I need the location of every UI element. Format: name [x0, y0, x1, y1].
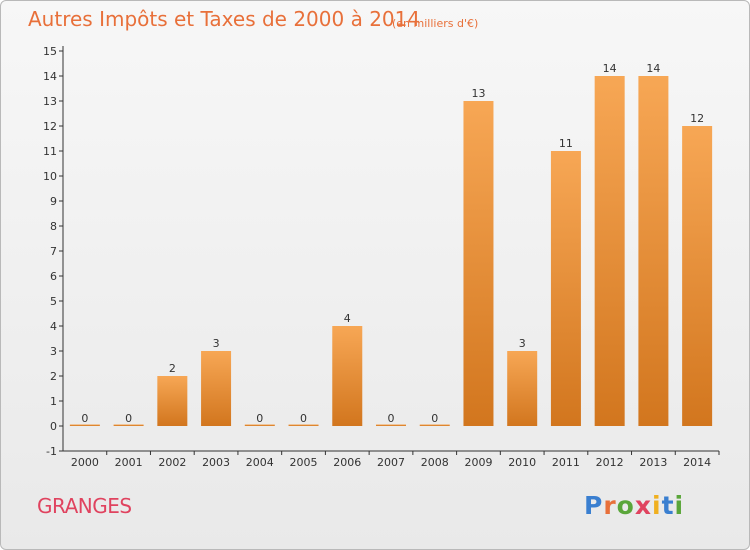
- x-tick-label: 2011: [552, 456, 580, 469]
- bar-2014: [682, 126, 713, 426]
- bar-2003: [201, 351, 232, 426]
- y-tick-label: 11: [43, 145, 57, 158]
- x-tick-label: 2005: [290, 456, 318, 469]
- bar-2006: [332, 326, 363, 426]
- bar-2010: [507, 351, 538, 426]
- y-tick-label: 1: [50, 395, 57, 408]
- bar-2011: [550, 151, 581, 426]
- x-tick-label: 2014: [683, 456, 711, 469]
- bar-2009: [463, 101, 494, 426]
- y-tick-label: 12: [43, 120, 57, 133]
- x-tick-label: 2012: [596, 456, 624, 469]
- y-tick-label: 7: [50, 245, 57, 258]
- data-label: 12: [690, 112, 704, 125]
- bar-2000: [69, 424, 100, 426]
- y-tick-label: 5: [50, 295, 57, 308]
- data-label: 11: [559, 137, 573, 150]
- chart-title: Autres Impôts et Taxes de 2000 à 2014: [28, 7, 421, 31]
- y-tick-label: 9: [50, 195, 57, 208]
- y-tick-label: 3: [50, 345, 57, 358]
- x-tick-label: 2008: [421, 456, 449, 469]
- data-label: 0: [125, 412, 132, 425]
- x-tick-label: 2003: [202, 456, 230, 469]
- x-tick-label: 2009: [464, 456, 492, 469]
- bar-2008: [419, 424, 450, 426]
- bar-2012: [594, 76, 625, 426]
- y-tick-label: 14: [43, 70, 57, 83]
- data-label: 0: [81, 412, 88, 425]
- y-tick-label: 0: [50, 420, 57, 433]
- data-label: 2: [169, 362, 176, 375]
- x-tick-label: 2000: [71, 456, 99, 469]
- y-tick-label: 4: [50, 320, 57, 333]
- data-label: 4: [344, 312, 351, 325]
- y-tick-label: 13: [43, 95, 57, 108]
- bar-2001: [113, 424, 144, 426]
- y-tick-label: -1: [46, 445, 57, 458]
- bar-2007: [376, 424, 406, 426]
- bar-2005: [288, 424, 319, 426]
- data-label: 0: [300, 412, 307, 425]
- y-tick-label: 8: [50, 220, 57, 233]
- y-tick-label: 15: [43, 45, 57, 58]
- x-tick-label: 2004: [246, 456, 274, 469]
- x-tick-label: 2001: [115, 456, 143, 469]
- bar-2004: [244, 424, 275, 426]
- data-label: 0: [256, 412, 263, 425]
- x-tick-label: 2013: [639, 456, 667, 469]
- x-tick-label: 2007: [377, 456, 405, 469]
- chart-subtitle: (en milliers d'€): [392, 17, 479, 30]
- bar-2013: [638, 76, 669, 426]
- data-label: 3: [519, 337, 526, 350]
- x-tick-label: 2002: [158, 456, 186, 469]
- data-label: 0: [431, 412, 438, 425]
- place-name: GRANGES: [37, 494, 132, 518]
- y-tick-label: 6: [50, 270, 57, 283]
- x-tick-label: 2006: [333, 456, 361, 469]
- bar-2002: [157, 376, 188, 426]
- data-label: 13: [471, 87, 485, 100]
- proxiti-logo[interactable]: Proxiti: [584, 491, 685, 520]
- data-label: 3: [213, 337, 220, 350]
- data-label: 14: [646, 62, 660, 75]
- y-tick-label: 10: [43, 170, 57, 183]
- data-label: 0: [388, 412, 395, 425]
- y-tick-label: 2: [50, 370, 57, 383]
- data-label: 14: [603, 62, 617, 75]
- x-tick-label: 2010: [508, 456, 536, 469]
